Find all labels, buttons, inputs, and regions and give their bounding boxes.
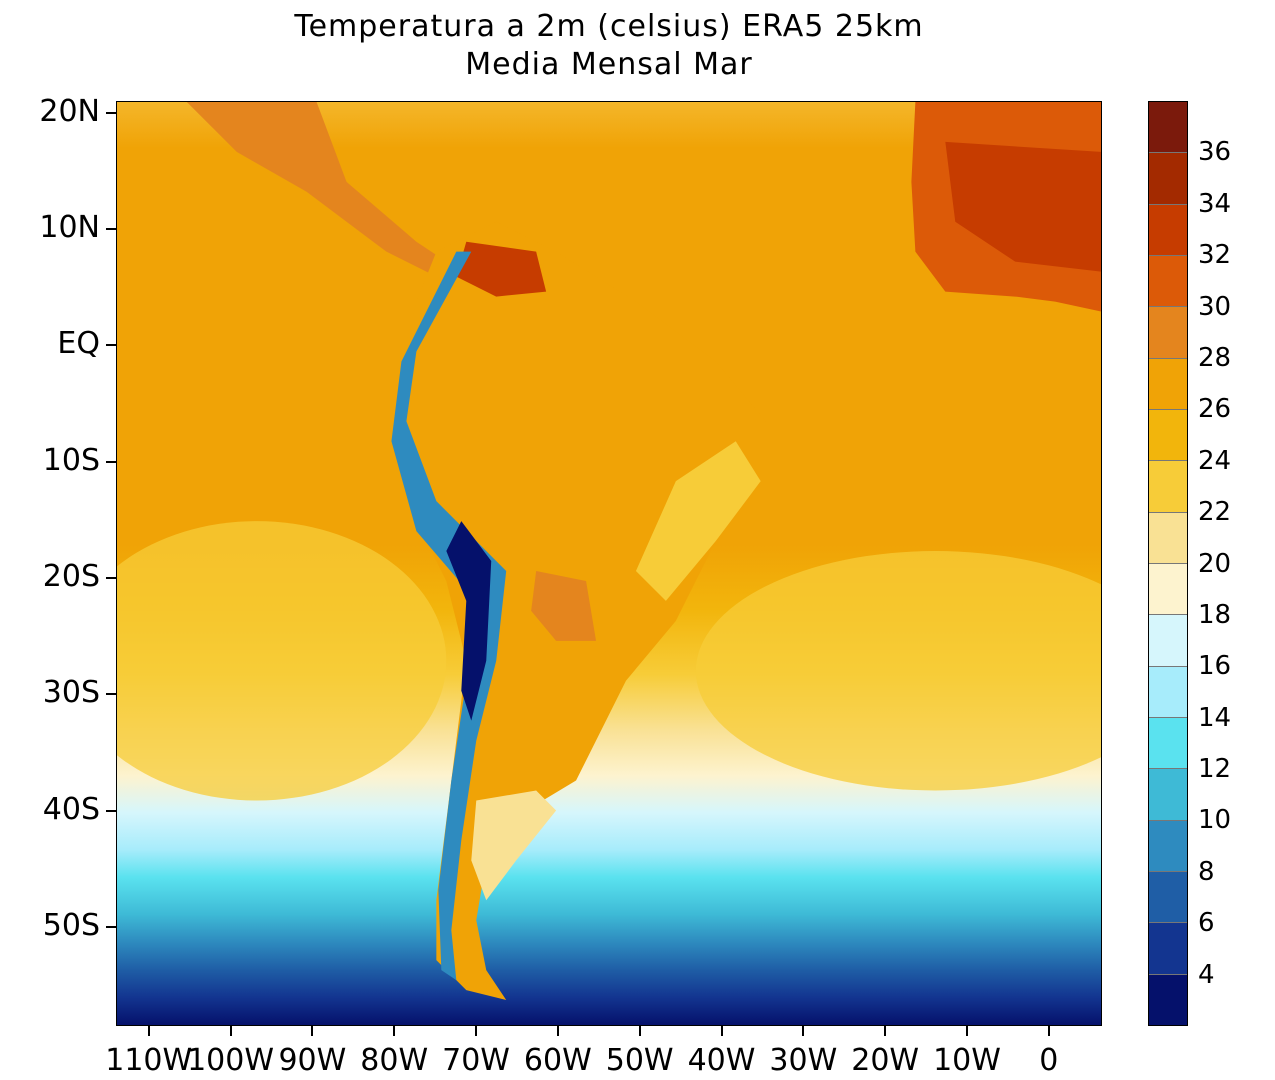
map-subtitle: Media Mensal Mar [465, 47, 753, 82]
lon-label-20w: 20W [851, 1043, 920, 1078]
lat-tick [106, 926, 116, 929]
colorbar-label: 14 [1198, 702, 1232, 733]
lon-tick [965, 1026, 968, 1036]
lat-tick [106, 577, 116, 580]
lon-label-100w: 100W [187, 1043, 275, 1078]
lat-tick [106, 460, 116, 463]
colorbar-label: 24 [1198, 445, 1232, 476]
lat-label-30s: 30S [42, 675, 100, 711]
patagonia-cool [471, 790, 557, 901]
lon-label-70w: 70W [442, 1043, 510, 1078]
lat-label-40s: 40S [42, 791, 100, 827]
lon-tick [884, 1026, 887, 1036]
colorbar-label: 16 [1198, 651, 1232, 682]
colorbar-segment [1149, 820, 1187, 872]
lon-tick [393, 1026, 396, 1036]
colorbar-label: 4 [1198, 959, 1215, 990]
colorbar-label: 30 [1198, 291, 1232, 322]
colorbar-segment [1149, 666, 1187, 718]
pacific-cool-zone [117, 521, 447, 801]
lon-label-40w: 40W [687, 1043, 756, 1078]
lon-tick [638, 1026, 641, 1036]
colorbar-label: 26 [1198, 394, 1232, 425]
lon-label-60w: 60W [523, 1043, 592, 1078]
lat-label-20n: 20N [39, 93, 100, 129]
colorbar-segment [1149, 923, 1187, 975]
lon-label-80w: 80W [360, 1043, 429, 1078]
colorbar-label: 18 [1198, 599, 1232, 630]
lon-label-90w: 90W [278, 1043, 347, 1078]
colorbar-segment [1149, 102, 1187, 154]
colorbar-label: 34 [1198, 188, 1232, 219]
colorbar-label: 28 [1198, 342, 1232, 373]
lon-tick [556, 1026, 559, 1036]
colorbar [1148, 101, 1188, 1026]
lat-label-10n: 10N [39, 209, 100, 245]
colorbar-label: 22 [1198, 497, 1232, 528]
temperature-map [116, 101, 1102, 1026]
lon-tick [229, 1026, 232, 1036]
lat-tick [106, 227, 116, 230]
colorbar-segment [1149, 204, 1187, 256]
colorbar-segment [1149, 255, 1187, 308]
colorbar-label: 8 [1198, 856, 1215, 887]
lon-label-30w: 30W [769, 1043, 838, 1078]
lat-tick [106, 111, 116, 114]
lat-tick [106, 809, 116, 812]
colorbar-label: 10 [1198, 805, 1232, 836]
venezuela-hot [456, 241, 547, 297]
temperature-field [117, 102, 1101, 1025]
lon-tick [1047, 1026, 1050, 1036]
central-america [186, 102, 447, 277]
colorbar-segment [1149, 871, 1187, 924]
colorbar-segment [1149, 409, 1187, 462]
lat-label-10s: 10S [42, 442, 100, 478]
colorbar-label: 12 [1198, 754, 1232, 785]
colorbar-label: 36 [1198, 137, 1232, 168]
lon-label-0: 0 [1039, 1043, 1059, 1078]
lon-tick [802, 1026, 805, 1036]
atlantic-cool-zone [695, 551, 1101, 791]
lon-tick [475, 1026, 478, 1036]
colorbar-segment [1149, 512, 1187, 564]
lon-tick [720, 1026, 723, 1036]
lon-label-50w: 50W [605, 1043, 674, 1078]
colorbar-label: 20 [1198, 548, 1232, 579]
lat-label-50s: 50S [42, 908, 100, 944]
colorbar-segment [1149, 358, 1187, 410]
lat-tick [106, 344, 116, 347]
colorbar-segment [1149, 461, 1187, 513]
lon-label-110w: 110W [105, 1043, 193, 1078]
colorbar-segment [1149, 153, 1187, 205]
lon-tick [147, 1026, 150, 1036]
brazil-coast-cool [635, 441, 761, 601]
colorbar-segment [1149, 717, 1187, 770]
colorbar-segment [1149, 615, 1187, 667]
colorbar-segment [1149, 769, 1187, 821]
colorbar-segment [1149, 974, 1187, 1025]
colorbar-segment [1149, 563, 1187, 616]
andes-high-peaks [446, 521, 492, 721]
africa-hot-core [945, 141, 1101, 272]
lat-label-eq: EQ [57, 326, 100, 362]
colorbar-label: 6 [1198, 908, 1215, 939]
lat-tick [106, 693, 116, 696]
lat-label-20s: 20S [42, 559, 100, 595]
colorbar-label: 32 [1198, 240, 1232, 271]
lon-tick [311, 1026, 314, 1036]
chaco-hot [531, 570, 597, 641]
map-title: Temperatura a 2m (celsius) ERA5 25km [294, 9, 924, 44]
colorbar-segment [1149, 307, 1187, 359]
lon-label-10w: 10W [933, 1043, 1001, 1078]
